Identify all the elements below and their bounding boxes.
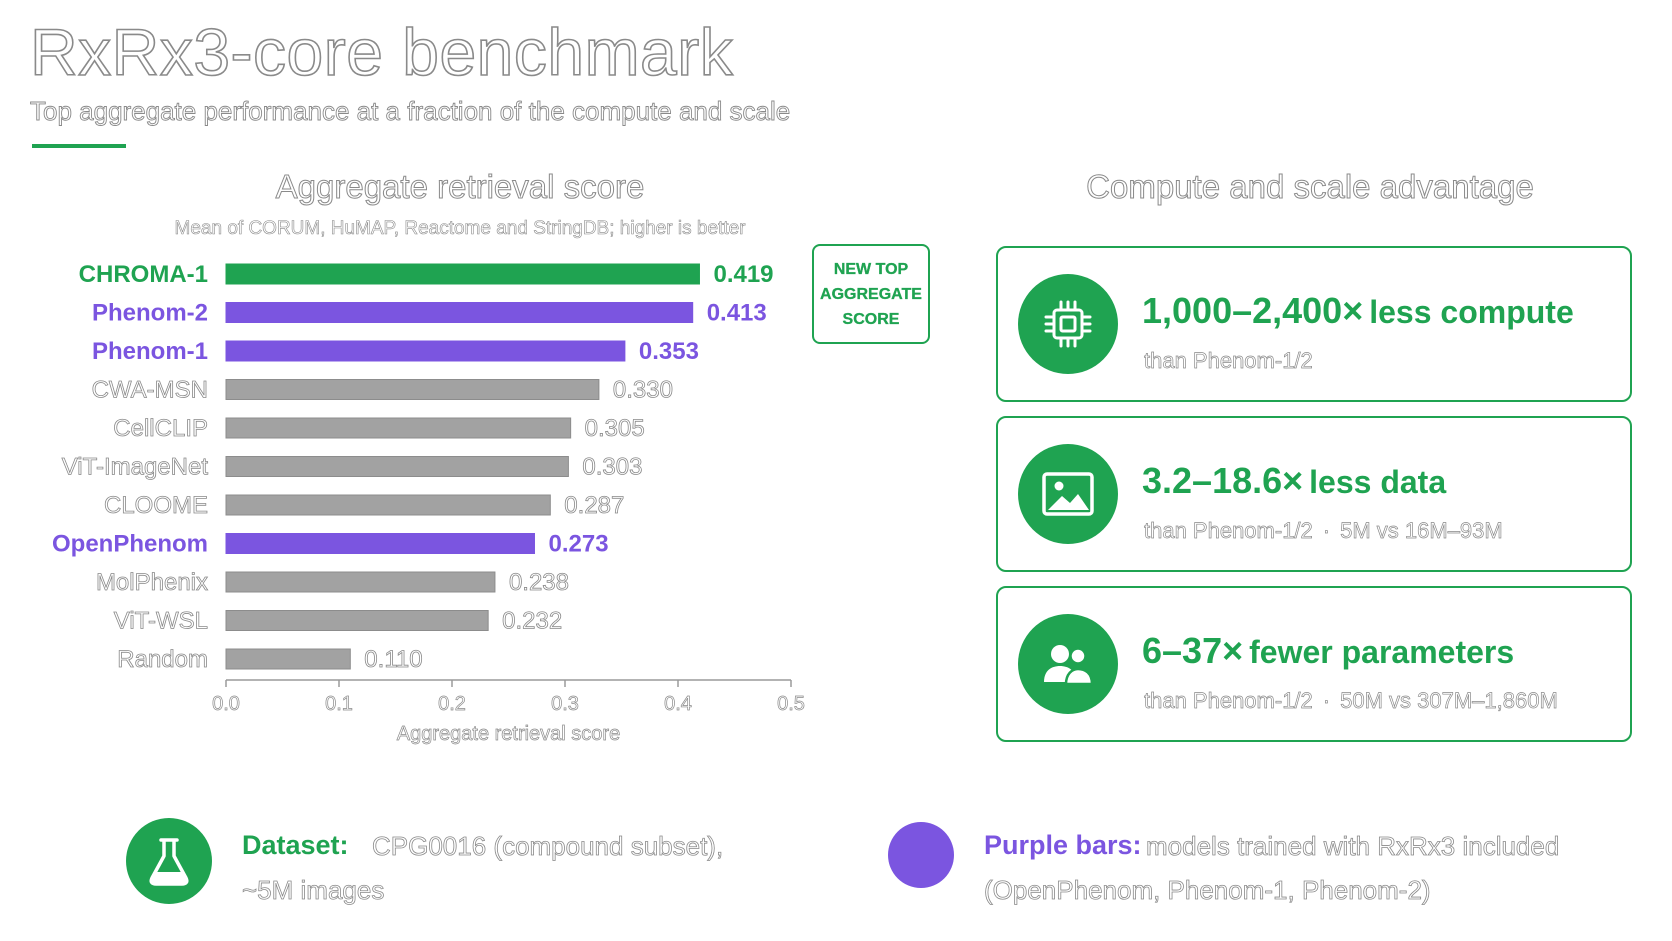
new-top-aggregate-badge: NEW TOP AGGREGATE SCORE — [812, 244, 930, 344]
parameters-detail-extra: 50M vs 307M–1,860M — [1340, 688, 1558, 714]
legend-label: Purple bars: — [984, 830, 1142, 860]
category-label-random: Random — [117, 646, 208, 673]
parameters-number: 6–37× — [1142, 630, 1244, 671]
value-label-openphenom: 0.273 — [548, 531, 608, 558]
bar-cellclip — [225, 417, 572, 439]
value-label-phenom-2: 0.413 — [707, 300, 767, 327]
badge-line-2: AGGREGATE — [820, 285, 922, 303]
compute-headline: 1,000–2,400× less compute — [1142, 290, 1574, 332]
value-label-vit-imagenet: 0.303 — [582, 454, 642, 481]
bar-openphenom — [225, 533, 535, 554]
bar-chart: CHROMA-1 0.419 Phenom-2 0.413 Phenom-1 0.353 C… — [52, 261, 805, 745]
category-label-openphenom: OpenPhenom — [52, 531, 208, 558]
value-label-cloome: 0.287 — [564, 492, 624, 519]
bar-random — [225, 648, 351, 670]
bar-vit-wsl — [225, 610, 489, 631]
badge-line-3: SCORE — [842, 310, 900, 328]
x-tick-label: 0.1 — [325, 693, 353, 715]
compute-headline-text: less compute — [1369, 294, 1574, 330]
advantage-heading: Compute and scale advantage — [1086, 168, 1535, 206]
data-detail-text: than Phenom-1/2 — [1144, 518, 1313, 544]
category-label-phenom-1: Phenom-1 — [92, 338, 208, 365]
dataset-label: Dataset: — [242, 830, 349, 860]
data-advantage-card: 3.2–18.6× less data than Phenom-1/2 · 5M vs… — [996, 416, 1632, 572]
title-underline — [32, 144, 126, 148]
category-label-molphenix: MolPhenix — [96, 569, 208, 596]
parameters-headline: 6–37× fewer parameters — [1142, 630, 1514, 672]
parameters-detail-text: than Phenom-1/2 — [1144, 688, 1313, 714]
cpu-chip-icon — [1018, 274, 1118, 374]
page-title: RxRx3-core benchmark — [29, 14, 734, 90]
value-label-random: 0.110 — [364, 646, 422, 673]
category-label-phenom-2: Phenom-2 — [92, 300, 208, 327]
category-label-cloome: CLOOME — [104, 492, 208, 519]
data-headline: 3.2–18.6× less data — [1142, 460, 1446, 502]
data-headline-text: less data — [1309, 464, 1447, 500]
value-label-phenom-1: 0.353 — [639, 338, 699, 365]
category-label-chroma-1: CHROMA-1 — [79, 261, 208, 288]
compute-number: 1,000–2,400× — [1142, 290, 1364, 331]
detail-separator: · — [1322, 518, 1331, 544]
parameters-advantage-card: 6–37× fewer parameters than Phenom-1/2 · 50… — [996, 586, 1632, 742]
legend-text-line-2: (OpenPhenom, Phenom-1, Phenom-2) — [984, 875, 1431, 906]
bar-chroma-1 — [225, 263, 700, 285]
data-detail-extra: 5M vs 16M–93M — [1340, 518, 1503, 544]
flask-icon — [126, 818, 212, 904]
badge-line-1: NEW TOP — [833, 260, 909, 278]
data-detail: than Phenom-1/2 · 5M vs 16M–93M — [1144, 518, 1503, 544]
category-label-vit-wsl: ViT-WSL — [114, 608, 208, 635]
bar-phenom-2 — [225, 302, 694, 323]
value-label-chroma-1: 0.419 — [713, 261, 773, 288]
parameters-headline-text: fewer parameters — [1249, 634, 1515, 670]
value-label-cellclip: 0.305 — [585, 415, 645, 442]
bar-cloome — [225, 494, 551, 516]
category-label-vit-imagenet: ViT-ImageNet — [62, 454, 209, 481]
x-tick-label: 0.5 — [777, 693, 805, 715]
dataset-text-line-2: ~5M images — [242, 875, 385, 906]
chart-title: Aggregate retrieval score — [275, 168, 645, 206]
value-label-vit-wsl: 0.232 — [502, 608, 562, 635]
bar-vit-imagenet — [225, 456, 569, 477]
category-label-cellclip: CellCLIP — [113, 415, 208, 442]
purple-legend-swatch — [888, 822, 954, 888]
parameters-detail: than Phenom-1/2 · 50M vs 307M–1,860M — [1144, 688, 1558, 714]
x-tick-label: 0.4 — [664, 693, 692, 715]
data-number: 3.2–18.6× — [1142, 460, 1304, 501]
dataset-text-line-1: CPG0016 (compound subset), — [372, 831, 724, 862]
category-label-cwa-msn: CWA-MSN — [92, 377, 208, 404]
value-label-molphenix: 0.238 — [509, 569, 569, 596]
compute-advantage-card: 1,000–2,400× less compute than Phenom-1/2 — [996, 246, 1632, 402]
compute-detail-text: than Phenom-1/2 — [1144, 348, 1313, 374]
bar-phenom-1 — [225, 340, 626, 362]
users-icon — [1018, 614, 1118, 714]
detail-separator: · — [1322, 688, 1331, 714]
legend-text-line-1: models trained with RxRx3 included — [1146, 831, 1560, 862]
bar-molphenix — [225, 571, 496, 593]
chart-subtitle: Mean of CORUM, HuMAP, Reactome and Strin… — [174, 218, 746, 240]
value-label-cwa-msn: 0.330 — [613, 377, 673, 404]
x-tick-label: 0.2 — [438, 693, 466, 715]
bar-cwa-msn — [225, 379, 600, 400]
x-axis-label: Aggregate retrieval score — [397, 723, 620, 745]
compute-detail: than Phenom-1/2 — [1144, 348, 1313, 374]
x-tick-label: 0.0 — [212, 693, 240, 715]
image-icon — [1018, 444, 1118, 544]
x-tick-label: 0.3 — [551, 693, 579, 715]
page-subtitle: Top aggregate performance at a fraction … — [30, 96, 791, 127]
